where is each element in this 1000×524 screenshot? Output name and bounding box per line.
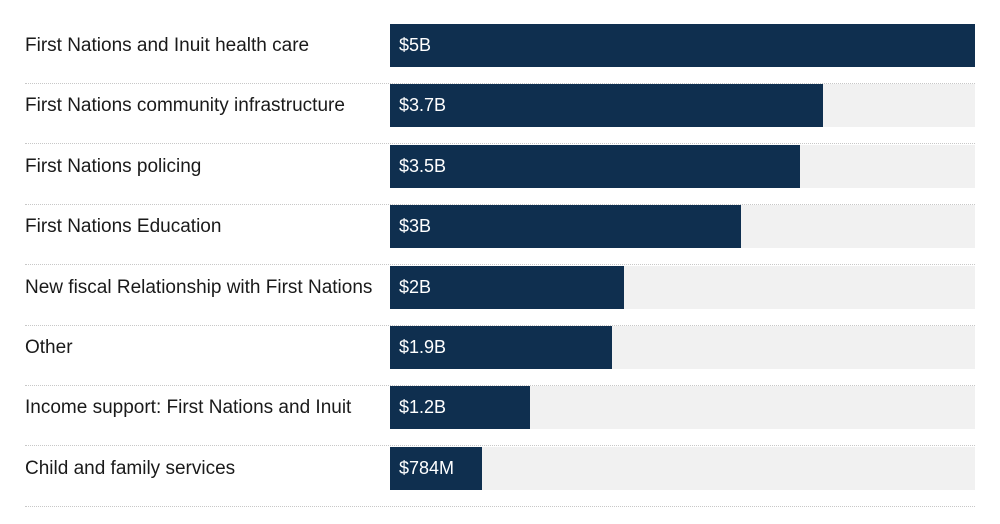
bar [390,265,624,309]
bar [390,144,800,188]
bar-track: $1.2B [390,386,975,430]
chart-row: First Nations Education $3B [25,205,975,266]
bar-track: $2B [390,265,975,309]
bar-track: $784M [390,446,975,490]
bar [390,326,613,369]
bar-track: $5B [390,24,975,67]
chart-row: New fiscal Relationship with First Natio… [25,265,975,326]
bar [390,205,741,249]
bar-track: $1.9B [390,326,975,369]
category-label: First Nations and Inuit health care [25,35,310,56]
bar [390,84,823,128]
category-label: First Nations community infrastructure [25,95,345,117]
value-label: $5B [399,35,432,55]
value-label: $1.2B [399,397,447,418]
bar [390,386,531,430]
category-label: First Nations policing [25,155,202,177]
value-label: $3B [399,216,432,237]
chart-row: Income support: First Nations and Inuit $… [25,386,975,447]
category-label: Other [25,337,73,358]
value-label: $3.5B [399,155,447,176]
bar [390,24,975,67]
category-label: First Nations Education [25,216,222,238]
chart-row: First Nations policing $3.5B [25,144,975,205]
bar-track: $3.5B [390,144,975,188]
chart-row: First Nations community infrastructure $3… [25,84,975,145]
category-label: Income support: First Nations and Inuit [25,397,352,419]
bar-track: $3.7B [390,84,975,128]
value-label: $3.7B [399,95,447,116]
chart-row: Child and family services $784M [25,446,975,507]
value-label: $1.9B [399,337,447,357]
category-label: Child and family services [25,457,236,479]
category-label: New fiscal Relationship with First Natio… [25,276,373,298]
chart-row: First Nations and Inuit health care $5B [25,24,975,84]
bar [390,446,482,490]
value-label: $2B [399,276,432,297]
chart-row: Other $1.9B [25,326,975,386]
bar-track: $3B [390,205,975,249]
value-label: $784M [399,457,455,478]
